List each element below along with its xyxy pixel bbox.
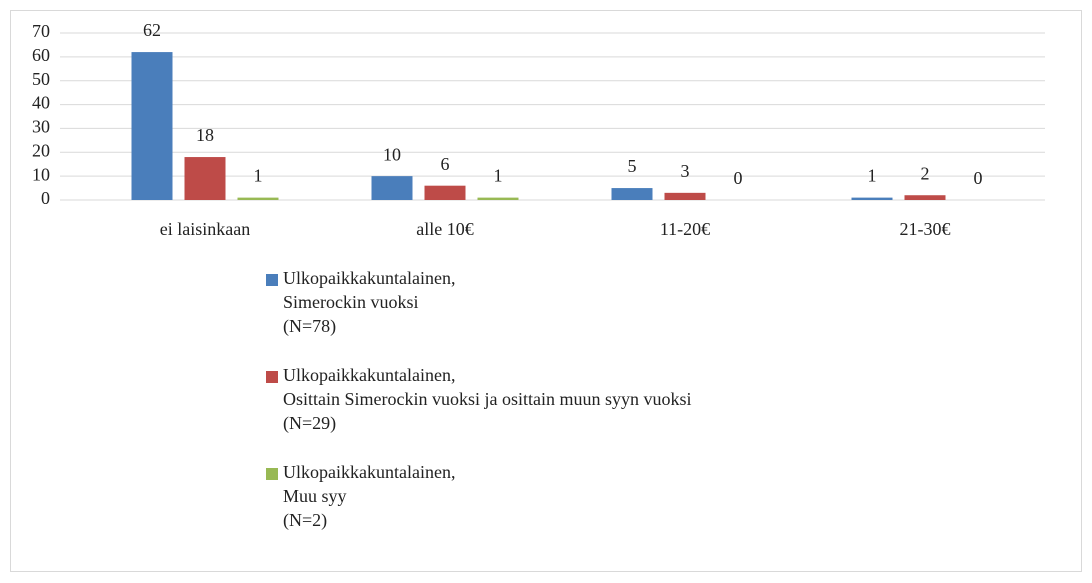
y-tick-label: 20 <box>32 140 50 160</box>
x-tick-label: 21-30€ <box>900 219 951 239</box>
data-label: 0 <box>734 168 743 188</box>
bar <box>424 185 466 200</box>
x-tick-label: ei laisinkaan <box>160 219 250 239</box>
y-tick-label: 0 <box>41 188 50 208</box>
data-label: 5 <box>628 156 637 176</box>
data-label: 62 <box>143 20 161 40</box>
legend-swatch <box>266 274 278 286</box>
y-tick-label: 60 <box>32 45 50 65</box>
legend-swatch <box>266 371 278 383</box>
bar <box>371 176 413 200</box>
bar <box>131 52 173 201</box>
legend-label: Ulkopaikkakuntalainen, Osittain Simerocki… <box>283 365 692 434</box>
legend-label: Ulkopaikkakuntalainen, Muu syy (N=2) <box>283 462 455 531</box>
bar <box>851 197 893 200</box>
x-tick-label: alle 10€ <box>416 219 473 239</box>
x-tick-label: 11-20€ <box>660 219 710 239</box>
data-label: 1 <box>494 166 503 186</box>
legend-label: Ulkopaikkakuntalainen, Simerockin vuoksi(… <box>283 268 455 337</box>
data-label: 6 <box>441 154 450 174</box>
data-label: 18 <box>196 125 214 145</box>
bar <box>237 197 279 200</box>
bar <box>664 192 706 200</box>
data-label: 10 <box>383 144 401 164</box>
y-tick-label: 30 <box>32 117 50 137</box>
y-tick-label: 10 <box>32 164 50 184</box>
bar <box>477 197 519 200</box>
data-label: 2 <box>921 163 930 183</box>
data-label: 1 <box>254 166 263 186</box>
y-tick-label: 70 <box>32 21 50 41</box>
data-label: 1 <box>868 166 877 186</box>
y-tick-label: 40 <box>32 93 50 113</box>
data-label: 3 <box>681 161 690 181</box>
y-tick-label: 50 <box>32 69 50 89</box>
bar <box>184 157 226 200</box>
legend-swatch <box>266 468 278 480</box>
bar <box>611 188 653 200</box>
bar <box>904 195 946 200</box>
data-label: 0 <box>974 168 983 188</box>
chart-frame <box>10 10 1082 572</box>
